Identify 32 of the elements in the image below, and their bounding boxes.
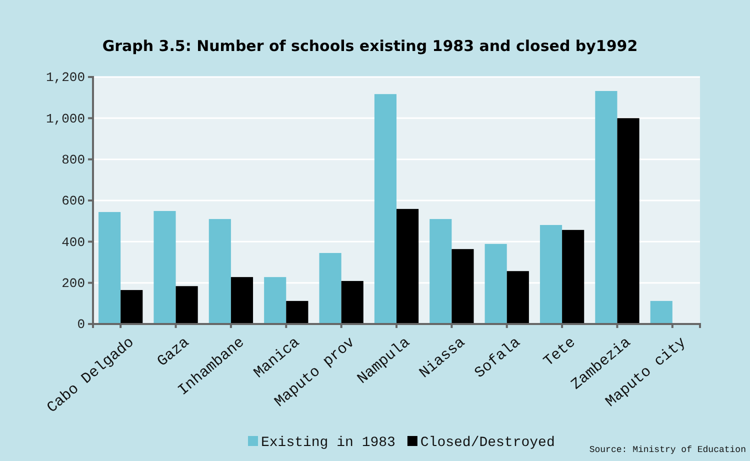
legend-label: Closed/Destroyed <box>420 435 555 451</box>
y-tick-label: 600 <box>62 194 85 209</box>
y-tick-label: 1,200 <box>46 70 85 86</box>
bar <box>319 252 342 324</box>
bar <box>154 210 176 324</box>
bar <box>176 286 198 324</box>
y-tick-label: 200 <box>62 276 85 291</box>
y-tick-label: 800 <box>62 152 85 168</box>
y-tick-label: 1,000 <box>46 111 85 126</box>
bar <box>98 212 121 324</box>
bar <box>120 290 143 324</box>
bar <box>430 219 452 324</box>
bar <box>452 249 474 324</box>
bar <box>617 118 640 324</box>
bar <box>562 230 584 324</box>
bar <box>264 277 286 324</box>
chart-title: Graph 3.5: Number of schools existing 1983 and closed by1992 <box>102 37 638 55</box>
y-tick-label: 400 <box>62 234 85 250</box>
bar <box>286 300 308 324</box>
bar <box>595 90 618 324</box>
bar <box>650 300 672 324</box>
bar <box>396 208 419 324</box>
bar <box>484 244 507 324</box>
bar <box>506 271 529 324</box>
bar <box>208 219 231 324</box>
y-tick-label: 0 <box>77 317 85 332</box>
bar <box>374 94 396 324</box>
bar <box>230 277 254 324</box>
bar <box>540 224 562 324</box>
source-note: Source: Ministry of Education <box>589 445 746 455</box>
legend-label: Existing in 1983 <box>261 435 396 451</box>
bar <box>341 280 364 324</box>
